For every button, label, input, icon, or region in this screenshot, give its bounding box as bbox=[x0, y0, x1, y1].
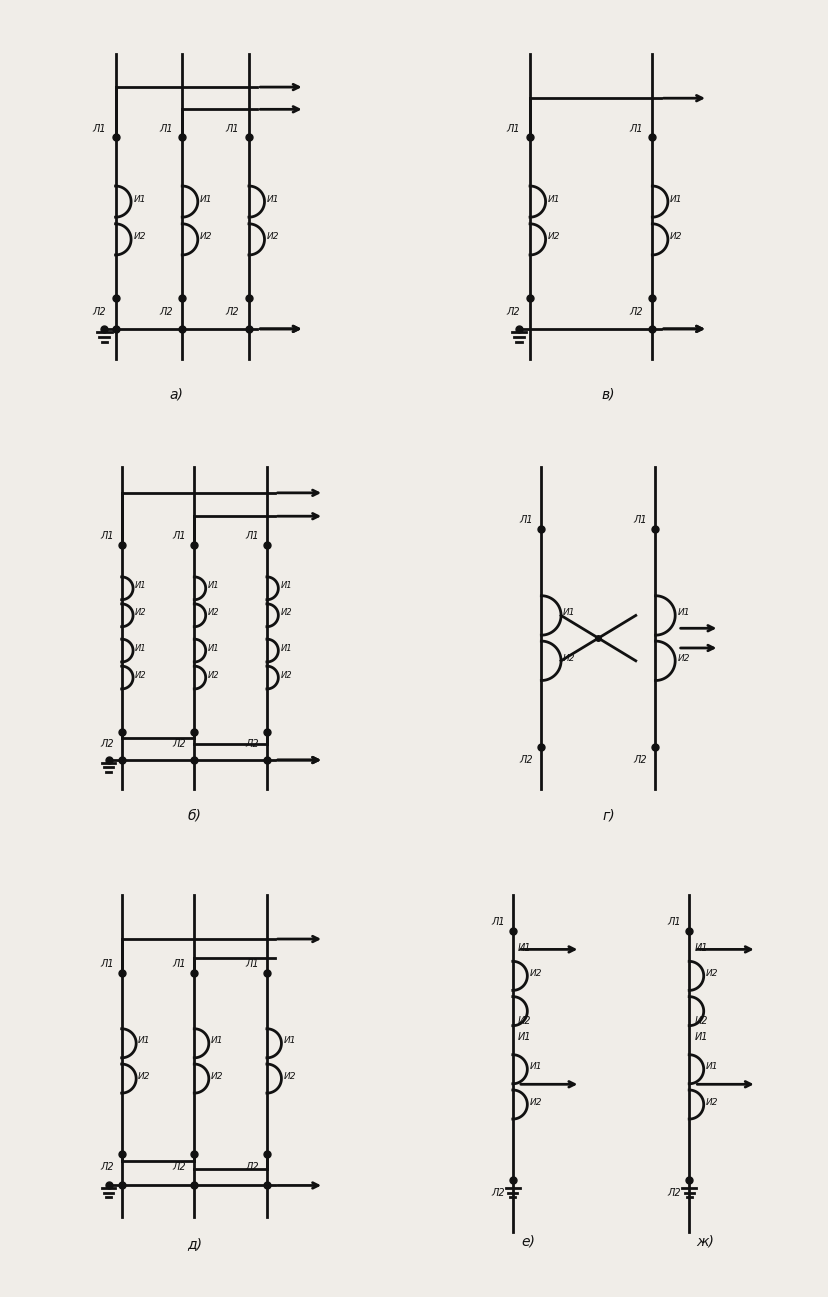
Text: Л2: Л2 bbox=[633, 755, 647, 765]
Text: И1: И1 bbox=[267, 195, 279, 204]
Text: Л2: Л2 bbox=[225, 307, 239, 316]
Text: И2: И2 bbox=[283, 1071, 296, 1080]
Text: И1: И1 bbox=[280, 581, 291, 590]
Text: И1: И1 bbox=[694, 1031, 707, 1041]
Text: а): а) bbox=[170, 388, 183, 401]
Text: Л2: Л2 bbox=[172, 739, 186, 750]
Text: И2: И2 bbox=[518, 1016, 531, 1026]
Text: И1: И1 bbox=[529, 1062, 542, 1071]
Text: Л1: Л1 bbox=[99, 530, 113, 541]
Text: в): в) bbox=[600, 388, 614, 401]
Text: И2: И2 bbox=[200, 232, 212, 241]
Text: Л2: Л2 bbox=[99, 1162, 113, 1172]
Text: И2: И2 bbox=[676, 654, 689, 663]
Text: Л2: Л2 bbox=[506, 307, 520, 316]
Text: Л2: Л2 bbox=[490, 1188, 504, 1198]
Text: Л2: Л2 bbox=[172, 1162, 186, 1172]
Text: ж): ж) bbox=[695, 1235, 713, 1248]
Text: И2: И2 bbox=[135, 671, 147, 680]
Text: Л2: Л2 bbox=[519, 755, 532, 765]
Text: Л2: Л2 bbox=[99, 739, 113, 750]
Text: Л1: Л1 bbox=[490, 917, 504, 927]
Text: И2: И2 bbox=[138, 1071, 151, 1080]
Text: Л1: Л1 bbox=[245, 958, 258, 969]
Text: И1: И1 bbox=[283, 1036, 296, 1045]
Text: И2: И2 bbox=[208, 608, 219, 617]
Text: Л1: Л1 bbox=[667, 917, 681, 927]
Text: д): д) bbox=[186, 1237, 201, 1250]
Text: Л1: Л1 bbox=[92, 123, 106, 134]
Text: И1: И1 bbox=[669, 195, 681, 204]
Text: И1: И1 bbox=[208, 581, 219, 590]
Text: Л2: Л2 bbox=[245, 1162, 258, 1172]
Text: И1: И1 bbox=[200, 195, 212, 204]
Text: И1: И1 bbox=[138, 1036, 151, 1045]
Text: И2: И2 bbox=[133, 232, 146, 241]
Text: Л2: Л2 bbox=[92, 307, 106, 316]
Text: Л2: Л2 bbox=[245, 739, 258, 750]
Text: И1: И1 bbox=[518, 943, 531, 953]
Text: И2: И2 bbox=[208, 671, 219, 680]
Text: Л1: Л1 bbox=[506, 123, 520, 134]
Text: Л1: Л1 bbox=[519, 515, 532, 525]
Text: Л1: Л1 bbox=[172, 530, 186, 541]
Text: И2: И2 bbox=[529, 1097, 542, 1106]
Text: И1: И1 bbox=[208, 643, 219, 652]
Text: И1: И1 bbox=[280, 643, 291, 652]
Text: Л1: Л1 bbox=[245, 530, 258, 541]
Text: И1: И1 bbox=[518, 1031, 531, 1041]
Text: И2: И2 bbox=[705, 969, 717, 978]
Text: Л1: Л1 bbox=[159, 123, 172, 134]
Text: И1: И1 bbox=[133, 195, 146, 204]
Text: Л1: Л1 bbox=[99, 958, 113, 969]
Text: И2: И2 bbox=[267, 232, 279, 241]
Text: г): г) bbox=[602, 809, 614, 822]
Text: И1: И1 bbox=[562, 608, 575, 617]
Text: И2: И2 bbox=[529, 969, 542, 978]
Text: Л1: Л1 bbox=[633, 515, 647, 525]
Text: И1: И1 bbox=[135, 643, 147, 652]
Text: И2: И2 bbox=[562, 654, 575, 663]
Text: е): е) bbox=[521, 1235, 535, 1248]
Text: И2: И2 bbox=[669, 232, 681, 241]
Text: И2: И2 bbox=[547, 232, 560, 241]
Text: Л1: Л1 bbox=[628, 123, 642, 134]
Text: И2: И2 bbox=[210, 1071, 223, 1080]
Text: И1: И1 bbox=[676, 608, 689, 617]
Text: И2: И2 bbox=[705, 1097, 717, 1106]
Text: И2: И2 bbox=[280, 608, 291, 617]
Text: И1: И1 bbox=[210, 1036, 223, 1045]
Text: Л2: Л2 bbox=[159, 307, 172, 316]
Text: И1: И1 bbox=[135, 581, 147, 590]
Text: Л1: Л1 bbox=[172, 958, 186, 969]
Text: И1: И1 bbox=[705, 1062, 717, 1071]
Text: И2: И2 bbox=[135, 608, 147, 617]
Text: Л2: Л2 bbox=[667, 1188, 681, 1198]
Text: И2: И2 bbox=[694, 1016, 707, 1026]
Text: б): б) bbox=[187, 809, 201, 822]
Text: И2: И2 bbox=[280, 671, 291, 680]
Text: Л1: Л1 bbox=[225, 123, 239, 134]
Text: Л2: Л2 bbox=[628, 307, 642, 316]
Text: И1: И1 bbox=[547, 195, 560, 204]
Text: И1: И1 bbox=[694, 943, 707, 953]
